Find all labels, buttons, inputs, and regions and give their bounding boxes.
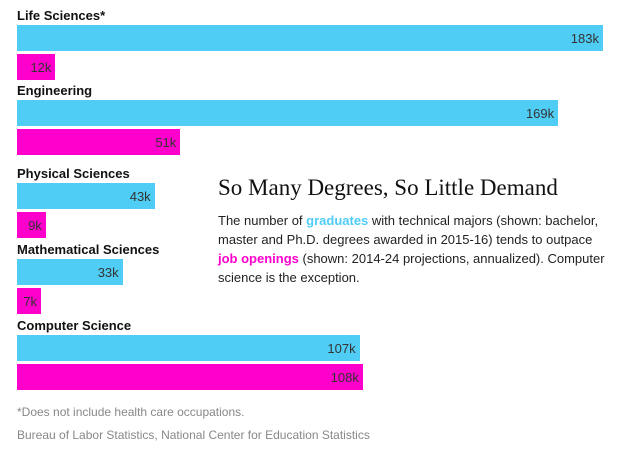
bar-value-label: 51k	[155, 134, 177, 150]
bar-value-label: 169k	[525, 105, 555, 121]
graduates-bar: 43k	[17, 183, 155, 209]
graduates-bar: 183k	[17, 25, 603, 51]
job-openings-bar: 7k	[17, 288, 41, 314]
description-text-1: The number of	[218, 213, 307, 228]
graduates-bar: 33k	[17, 259, 123, 285]
graduates-highlight: graduates	[306, 213, 369, 228]
job-openings-highlight: job openings	[218, 251, 299, 266]
bar-value-label: 12k	[30, 59, 52, 75]
bar-value-label: 43k	[129, 188, 151, 204]
category-label: Life Sciences*	[17, 8, 106, 23]
job-openings-bar: 9k	[17, 212, 46, 238]
description-text-3: (shown: 2014-24 projections, annualized)…	[218, 251, 605, 285]
bar-value-label: 7k	[23, 293, 37, 309]
job-openings-bar: 12k	[17, 54, 56, 80]
bar-value-label: 183k	[570, 30, 599, 46]
bar-value-label: 33k	[97, 264, 119, 280]
graduates-bar: 107k	[17, 335, 360, 361]
category-label: Engineering	[17, 83, 93, 98]
description-text-2: with technical majors (shown: bachelor, …	[218, 213, 599, 247]
footnote: *Does not include health care occupation…	[17, 405, 245, 419]
chart-title: So Many Degrees, So Little Demand	[218, 175, 558, 200]
job-openings-bar: 108k	[17, 364, 363, 390]
bar-value-label: 9k	[28, 217, 42, 233]
chart-description: The number of graduates with technical m…	[218, 211, 608, 287]
graduates-bar: 169k	[17, 100, 559, 126]
category-label: Computer Science	[17, 318, 132, 333]
category-label: Mathematical Sciences	[17, 242, 160, 257]
category-label: Physical Sciences	[17, 166, 130, 181]
bar-value-label: 107k	[327, 340, 356, 356]
bar-value-label: 108k	[330, 369, 359, 385]
source-note: Bureau of Labor Statistics, National Cen…	[17, 428, 370, 442]
job-openings-bar: 51k	[17, 129, 181, 155]
